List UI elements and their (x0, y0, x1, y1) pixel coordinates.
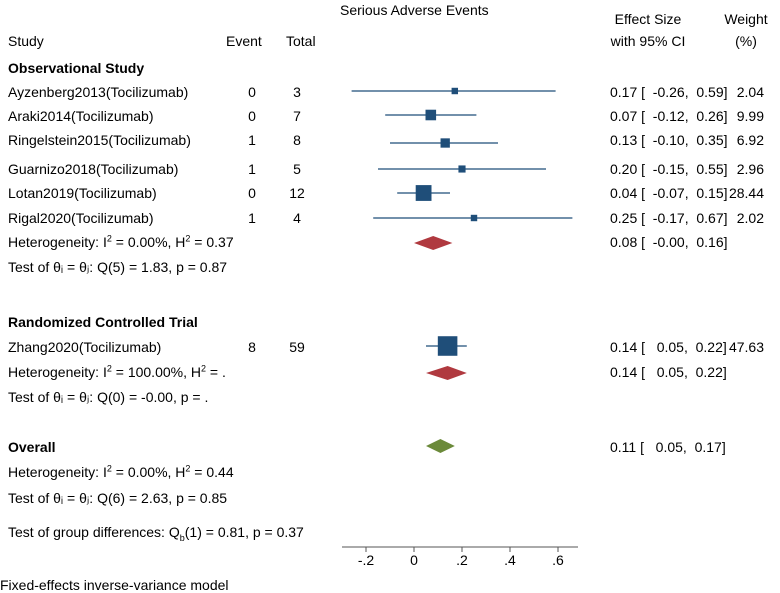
x-tick-label: .2 (456, 552, 468, 568)
study-marker (440, 138, 450, 148)
study-marker (451, 87, 459, 95)
study-total: 59 (289, 339, 305, 355)
group-title-overall: Overall (8, 439, 56, 455)
pooled-diamond (426, 366, 467, 380)
pooled-ci-observational: 0.08 [ -0.00, 0.16] (610, 234, 728, 250)
study-weight: 2.96 (736, 161, 764, 177)
study-marker (425, 109, 437, 121)
study-effect-ci: 0.13 [ -0.10, 0.35] (610, 132, 728, 148)
study-effect-ci: 0.25 [ -0.17, 0.67] (610, 210, 728, 226)
group-title-rct: Randomized Controlled Trial (8, 314, 198, 330)
heterogeneity-observational: Heterogeneity: I2 = 0.00%, H2 = 0.37 (8, 233, 234, 250)
study-name: Guarnizo2018(Tocilizumab) (8, 161, 179, 177)
study-event: 1 (248, 210, 256, 226)
x-tick-label: 0 (410, 552, 418, 568)
weight-header-line2: (%) (735, 33, 757, 49)
study-effect-ci: 0.07 [ -0.12, 0.26] (610, 108, 728, 124)
event-column-header: Event (226, 33, 262, 49)
study-name: Zhang2020(Tocilizumab) (8, 339, 162, 355)
study-weight: 47.63 (728, 339, 764, 355)
x-tick-label: .6 (552, 552, 564, 568)
total-column-header: Total (286, 33, 316, 49)
study-effect-ci: 0.20 [ -0.15, 0.55] (610, 161, 728, 177)
study-total: 12 (289, 185, 305, 201)
pooled-diamond (426, 439, 455, 453)
study-event: 1 (248, 132, 256, 148)
test-observational: Test of θᵢ = θⱼ: Q(5) = 1.83, p = 0.87 (8, 259, 228, 275)
study-total: 7 (293, 108, 301, 124)
group-title-observational: Observational Study (8, 60, 145, 76)
study-weight: 28.44 (728, 185, 764, 201)
study-total: 8 (293, 132, 301, 148)
study-effect-ci: 0.17 [ -0.26, 0.59] (610, 84, 728, 100)
effect-size-header-line1: Effect Size (614, 11, 682, 27)
study-weight: 9.99 (736, 108, 764, 124)
study-name: Ayzenberg2013(Tocilizumab) (8, 84, 189, 100)
test-overall: Test of θᵢ = θⱼ: Q(6) = 2.63, p = 0.85 (8, 490, 228, 506)
pooled-ci-rct: 0.14 [ 0.05, 0.22] (610, 364, 727, 380)
x-tick-label: .4 (504, 552, 516, 568)
study-name: Araki2014(Tocilizumab) (8, 108, 154, 124)
study-event: 0 (248, 108, 256, 124)
model-footnote: Fixed-effects inverse-variance model (0, 577, 229, 593)
weight-header-line1: Weight (724, 11, 768, 27)
pooled-diamond (414, 236, 453, 250)
study-total: 5 (293, 161, 301, 177)
study-effect-ci: 0.14 [ 0.05, 0.22] (610, 339, 727, 355)
study-total: 3 (293, 84, 301, 100)
study-marker (458, 165, 466, 173)
test-group-differences: Test of group differences: Qb(1) = 0.81,… (8, 524, 304, 543)
study-marker (437, 336, 458, 356)
study-column-header: Study (8, 33, 44, 49)
study-event: 0 (248, 84, 256, 100)
study-marker (470, 214, 478, 222)
study-weight: 2.02 (736, 210, 764, 226)
study-total: 4 (293, 210, 301, 226)
chart-title: Serious Adverse Events (340, 2, 489, 18)
study-name: Rigal2020(Tocilizumab) (8, 210, 154, 226)
study-name: Ringelstein2015(Tocilizumab) (8, 132, 191, 148)
study-name: Lotan2019(Tocilizumab) (8, 185, 157, 201)
study-event: 0 (248, 185, 256, 201)
study-effect-ci: 0.04 [ -0.07, 0.15] (610, 185, 728, 201)
heterogeneity-rct: Heterogeneity: I2 = 100.00%, H2 = . (8, 363, 226, 380)
test-rct: Test of θᵢ = θⱼ: Q(0) = -0.00, p = . (8, 389, 209, 405)
pooled-ci-overall: 0.11 [ 0.05, 0.17] (610, 439, 726, 455)
study-marker (415, 185, 432, 201)
study-event: 8 (248, 339, 256, 355)
study-event: 1 (248, 161, 256, 177)
heterogeneity-overall: Heterogeneity: I2 = 0.00%, H2 = 0.44 (8, 463, 234, 480)
study-weight: 2.04 (736, 84, 764, 100)
effect-size-header-line2: with 95% CI (610, 33, 686, 49)
x-tick-label: -.2 (358, 552, 375, 568)
study-weight: 6.92 (736, 132, 764, 148)
